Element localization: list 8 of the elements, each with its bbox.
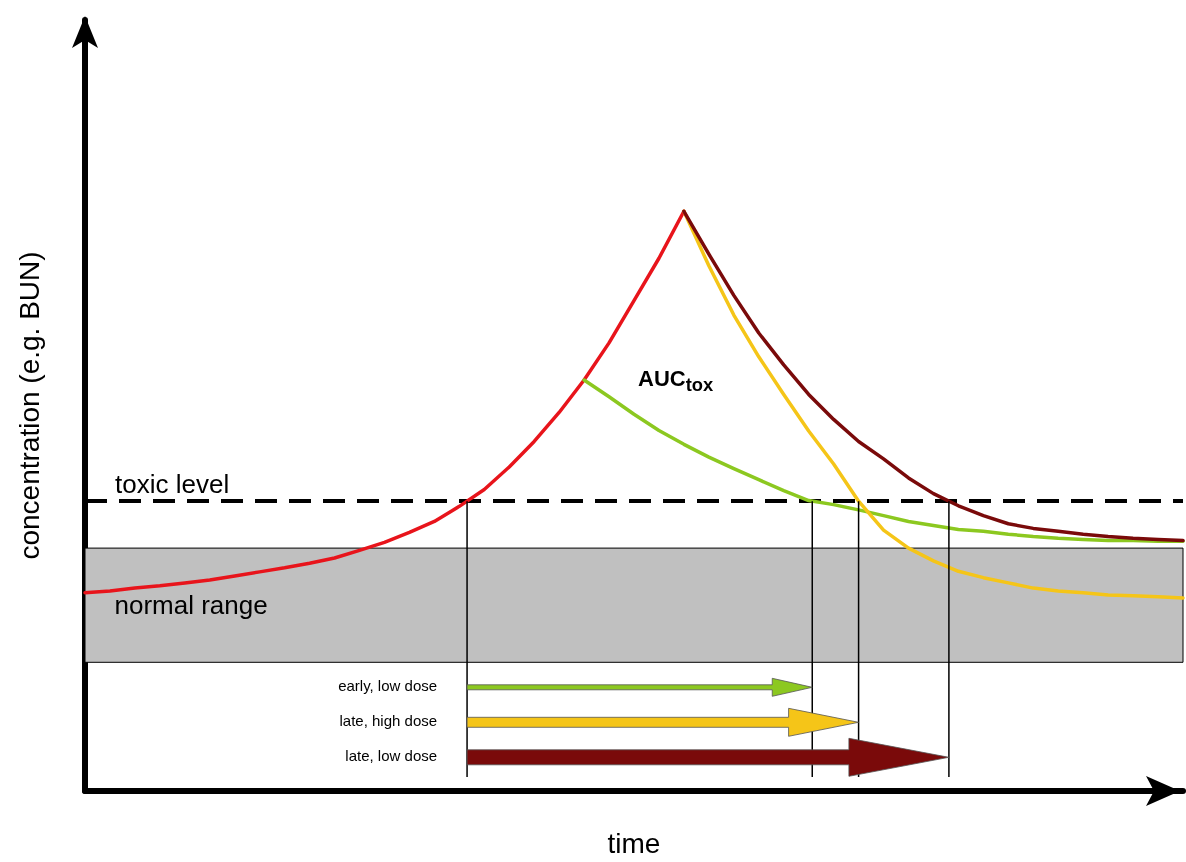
annotation: late, high dose <box>339 712 438 730</box>
band-label: normal range <box>114 590 268 621</box>
annotation: late, low dose <box>345 747 438 765</box>
ref-line-label: toxic level <box>115 469 230 500</box>
y-axis-title: concentration (e.g. BUN) <box>13 251 45 560</box>
x-axis-title: time <box>607 827 661 859</box>
annotation: early, low dose <box>338 677 438 695</box>
annotation: AUC$_{tox}$ <box>638 366 714 397</box>
